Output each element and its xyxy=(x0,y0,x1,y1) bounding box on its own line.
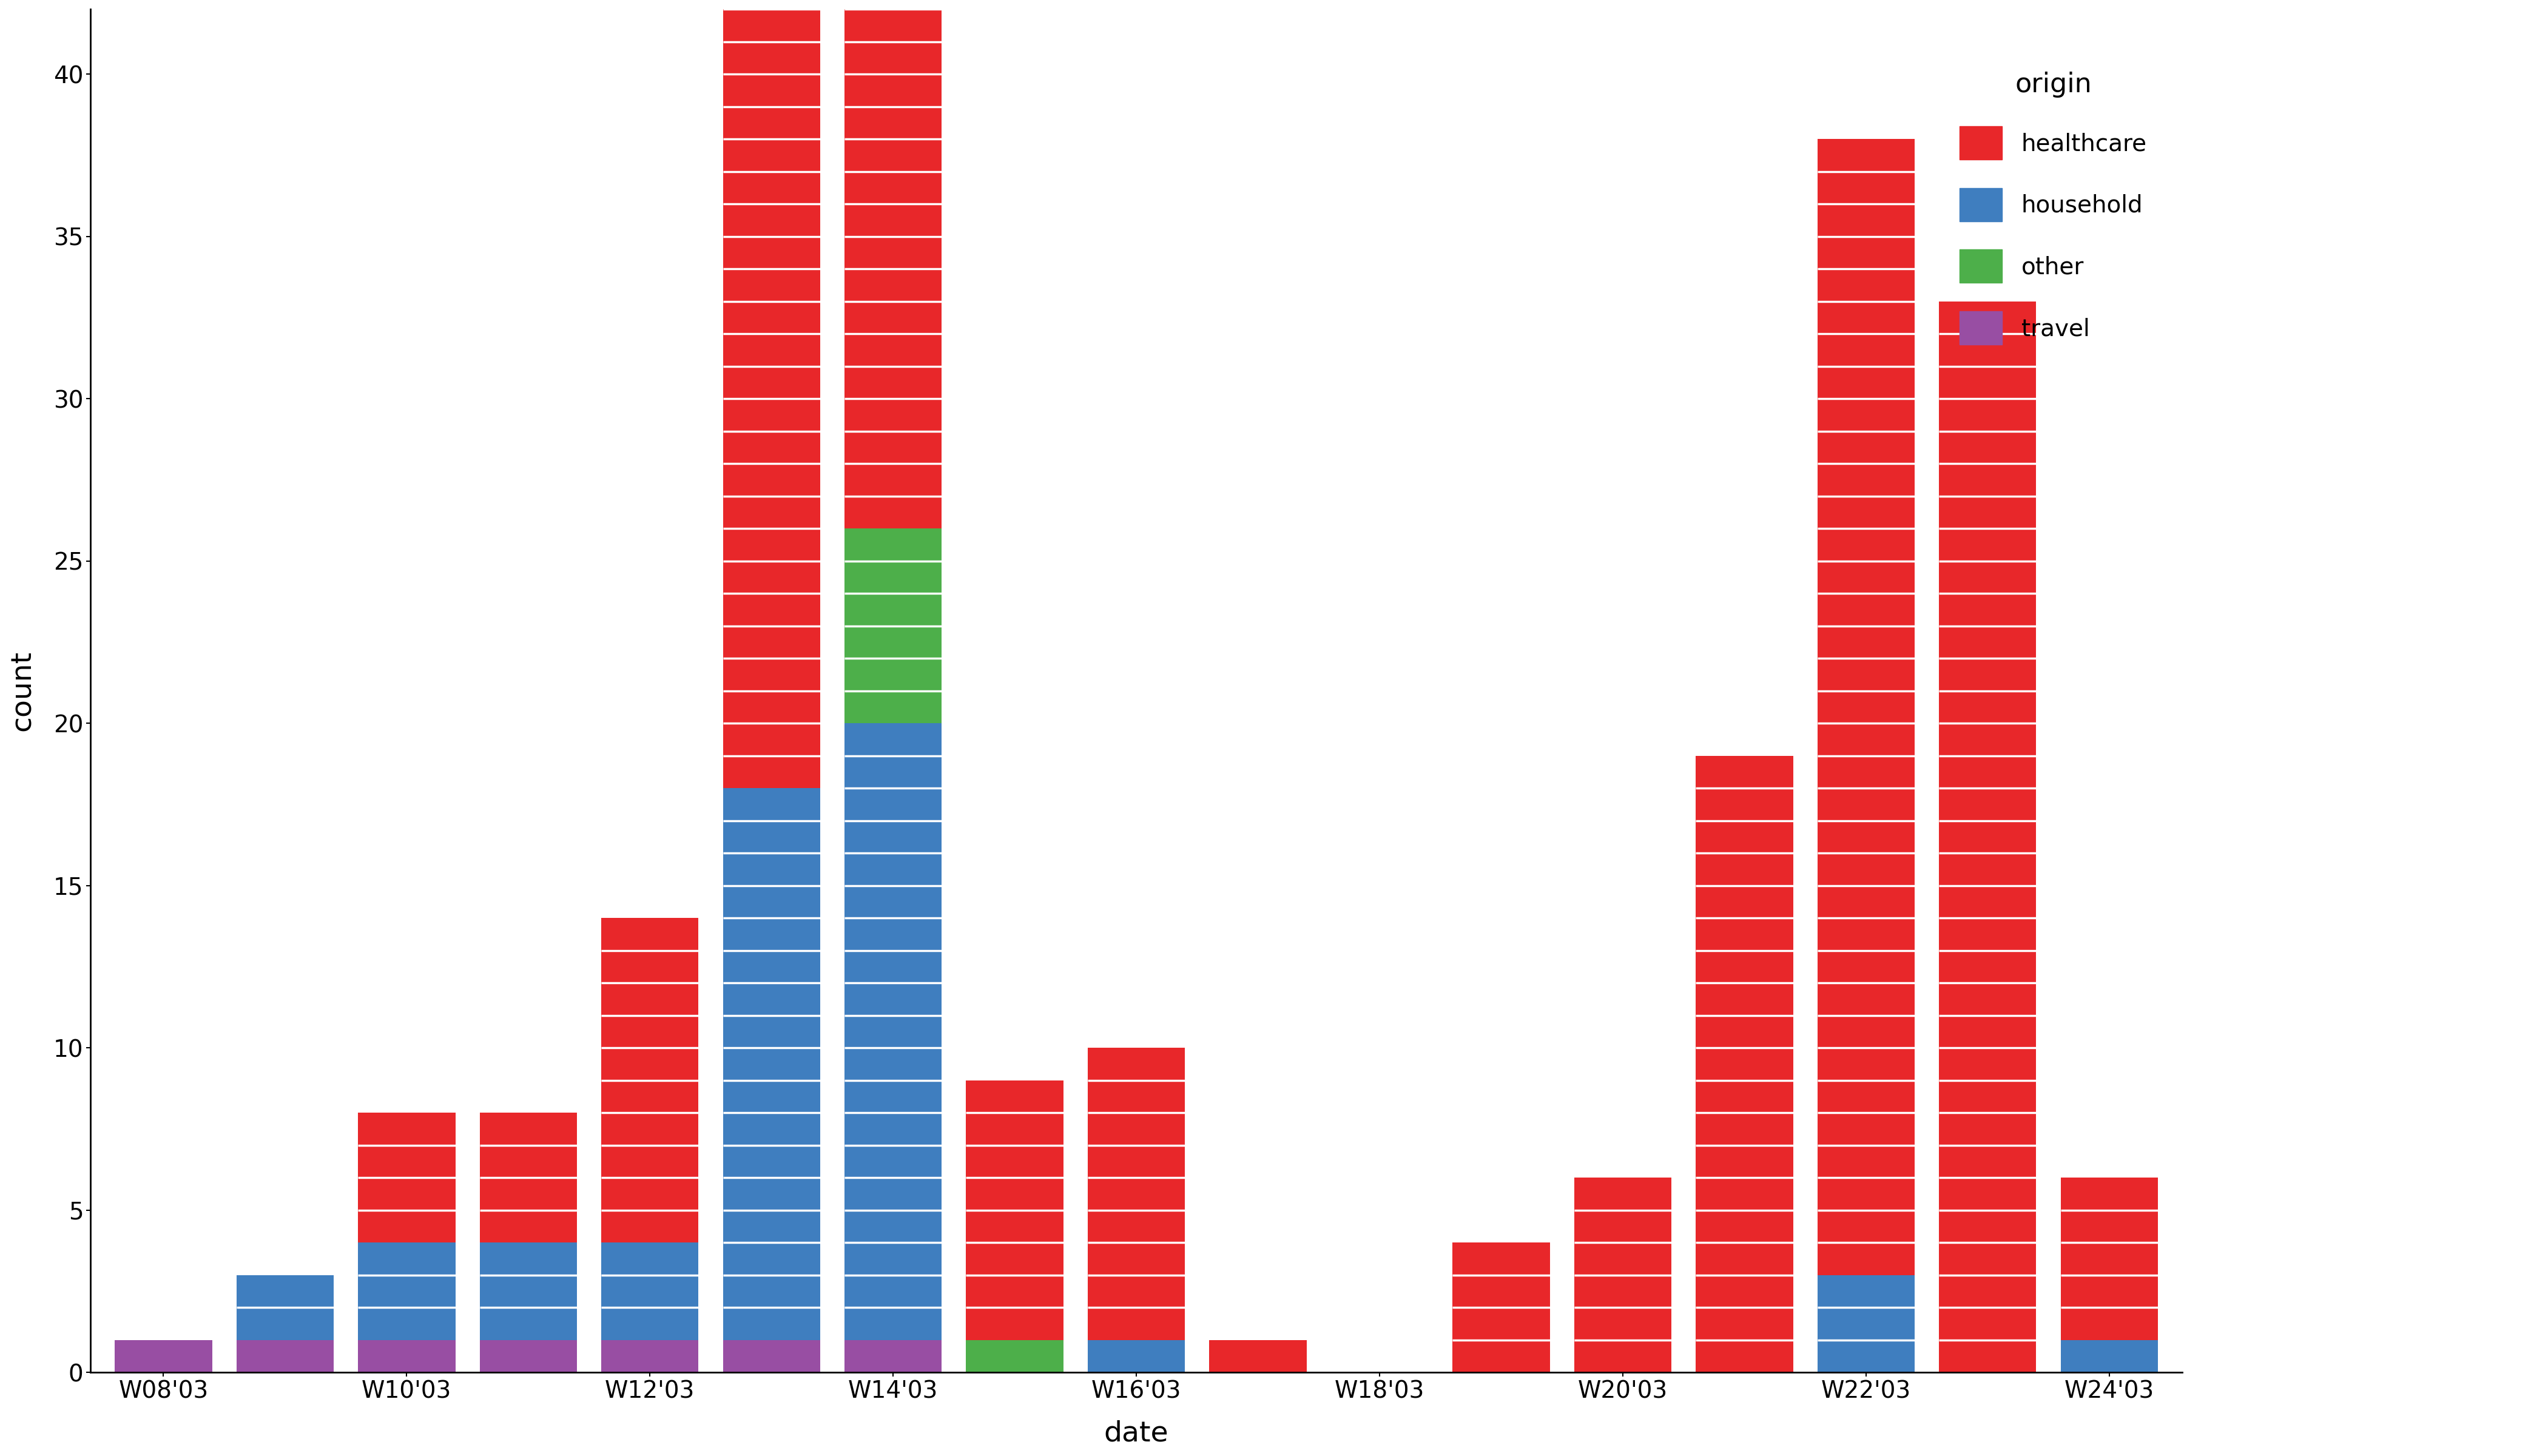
Bar xyxy=(724,788,820,1340)
Bar xyxy=(1088,1340,1185,1373)
Bar xyxy=(237,1340,334,1373)
Bar xyxy=(479,1112,576,1242)
Bar xyxy=(724,0,820,788)
Bar xyxy=(601,919,698,1242)
Bar xyxy=(479,1242,576,1340)
Bar xyxy=(1817,1275,1914,1373)
Bar xyxy=(2061,1340,2158,1373)
Bar xyxy=(843,0,943,529)
Legend: healthcare, household, other, travel: healthcare, household, other, travel xyxy=(1936,48,2171,368)
Bar xyxy=(2061,1178,2158,1340)
Bar xyxy=(1697,756,1794,1373)
Bar xyxy=(1088,1048,1185,1340)
Bar xyxy=(601,1242,698,1340)
Bar xyxy=(479,1340,576,1373)
Bar xyxy=(843,724,943,1340)
Bar xyxy=(966,1080,1063,1340)
Bar xyxy=(359,1340,456,1373)
Bar xyxy=(237,1275,334,1340)
X-axis label: date: date xyxy=(1103,1420,1170,1447)
Bar xyxy=(359,1242,456,1340)
Bar xyxy=(1210,1340,1307,1373)
Bar xyxy=(1939,301,2036,1373)
Bar xyxy=(1817,138,1914,1275)
Bar xyxy=(115,1340,211,1373)
Bar xyxy=(1575,1178,1671,1373)
Bar xyxy=(359,1112,456,1242)
Bar xyxy=(724,1340,820,1373)
Bar xyxy=(1452,1242,1549,1373)
Y-axis label: count: count xyxy=(10,651,36,731)
Bar xyxy=(843,1340,943,1373)
Bar xyxy=(966,1340,1063,1373)
Bar xyxy=(601,1340,698,1373)
Bar xyxy=(843,529,943,724)
